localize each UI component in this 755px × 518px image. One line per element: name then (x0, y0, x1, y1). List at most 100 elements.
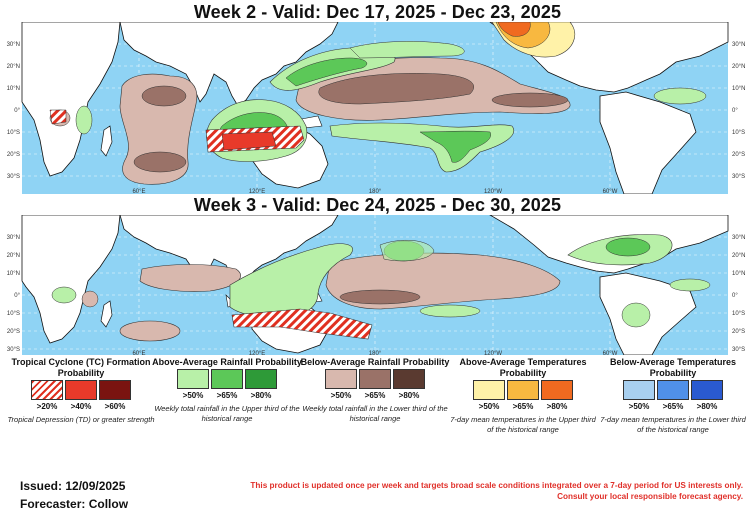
legend-below-rain-label: >50% (330, 391, 352, 400)
legend-below-temp-title: Below-Average Temperatures Probability (609, 357, 737, 378)
svg-text:30°N: 30°N (732, 235, 745, 241)
week2-map: 30°N 20°N 10°N 0° 10°S 20°S 30°S 30°N 20… (0, 22, 755, 194)
svg-text:30°N: 30°N (7, 42, 20, 48)
disclaimer-line-2: Consult your local responsible forecast … (557, 492, 743, 501)
legend-below-rain-swatch-50 (325, 369, 357, 389)
above-rain-caribbean-core (605, 237, 651, 257)
svg-text:120°W: 120°W (484, 351, 502, 357)
svg-text:30°N: 30°N (732, 42, 745, 48)
issued-date: Issued: 12/09/2025 (20, 479, 126, 493)
south-america-landmass (599, 91, 697, 194)
legend-below-rain-label: >65% (364, 391, 386, 400)
legend-below-rain-title: Below-Average Rainfall Probability (300, 357, 450, 367)
legend-below-temp-label: >80% (696, 402, 718, 411)
disclaimer-line-1: This product is updated once per week an… (250, 481, 743, 490)
svg-text:20°S: 20°S (732, 329, 745, 335)
below-rain-core-indian-south (133, 151, 187, 173)
svg-text:30°S: 30°S (732, 347, 745, 353)
above-rain-africa (51, 286, 77, 304)
legend-above-temp-note: 7-day mean temperatures in the Upper thi… (450, 415, 596, 434)
svg-text:60°W: 60°W (603, 189, 618, 195)
below-rain-indian-ocean (139, 264, 241, 292)
legend-below-temp-swatch-50 (623, 380, 655, 400)
svg-text:30°S: 30°S (7, 174, 20, 180)
svg-text:180°: 180° (369, 351, 382, 357)
madagascar-landmass (100, 300, 113, 328)
svg-text:0°: 0° (732, 293, 738, 299)
svg-text:60°E: 60°E (132, 189, 145, 195)
forecaster-name: Forecaster: Collow (20, 497, 129, 511)
legend-above-rain: Above-Average Rainfall Probability >50% … (152, 357, 302, 424)
svg-text:0°: 0° (732, 108, 738, 114)
africa-landmass (21, 22, 121, 177)
legend-tc-swatch-40 (65, 380, 97, 400)
asia-landmass (119, 22, 339, 107)
tc-hatch-africa (49, 109, 67, 125)
legend-below-rain-label: >80% (398, 391, 420, 400)
below-rain-core-indian-north (141, 85, 187, 107)
legend-above-rain-title: Above-Average Rainfall Probability (152, 357, 302, 367)
svg-text:20°N: 20°N (7, 253, 20, 259)
legend-tc-label: >40% (70, 402, 92, 411)
above-rain-brazil (621, 302, 651, 328)
legend-below-rain-swatch-65 (359, 369, 391, 389)
legend-below-rain-swatch-80 (393, 369, 425, 389)
legend-above-temp-title: Above-Average Temperatures Probability (459, 357, 587, 378)
legend-below-temp-swatch-65 (657, 380, 689, 400)
legend-above-temp-swatch-50 (473, 380, 505, 400)
africa-landmass (21, 215, 121, 344)
svg-text:0°: 0° (14, 108, 20, 114)
svg-text:30°S: 30°S (7, 347, 20, 353)
svg-text:20°S: 20°S (7, 329, 20, 335)
legend-tc-swatch-20 (31, 380, 63, 400)
svg-text:10°S: 10°S (732, 311, 745, 317)
legend-above-rain-swatch-65 (211, 369, 243, 389)
legend-below-temp-label: >65% (662, 402, 684, 411)
legend-above-rain-label: >65% (216, 391, 238, 400)
lat-labels-right: 30°N 20°N 10°N 0° 10°S 20°S 30°S (732, 235, 745, 353)
below-rain-south-indian (119, 320, 181, 342)
svg-text:120°W: 120°W (484, 189, 502, 195)
legend-above-temp-swatch-65 (507, 380, 539, 400)
legend-above-temp-swatch-80 (541, 380, 573, 400)
legend-above-temp-label: >80% (546, 402, 568, 411)
svg-text:20°S: 20°S (732, 152, 745, 158)
legend-below-temp-note: 7-day mean temperatures in the Lower thi… (600, 415, 746, 434)
svg-text:20°N: 20°N (732, 64, 745, 70)
legend-below-rain: Below-Average Rainfall Probability >50% … (300, 357, 450, 424)
svg-text:180°: 180° (369, 189, 382, 195)
legend-above-rain-swatch-80 (245, 369, 277, 389)
legend-tc-swatch-60 (99, 380, 131, 400)
legend-above-temp: Above-Average Temperatures Probability >… (448, 357, 598, 435)
legend-above-rain-label: >50% (182, 391, 204, 400)
lat-labels-right: 30°N 20°N 10°N 0° 10°S 20°S 30°S (732, 42, 745, 180)
svg-text:10°S: 10°S (7, 311, 20, 317)
legend-tc-label: >60% (104, 402, 126, 411)
above-rain-atlantic (653, 87, 707, 105)
legend-above-temp-label: >50% (478, 402, 500, 411)
week3-title: Week 3 - Valid: Dec 24, 2025 - Dec 30, 2… (193, 195, 562, 215)
legend-above-rain-note: Weekly total rainfall in the Upper third… (154, 404, 300, 423)
madagascar-landmass (100, 125, 113, 157)
week3-lon-labels: 60°E 120°E 180° 120°W 60°W (132, 351, 618, 357)
svg-text:20°N: 20°N (7, 64, 20, 70)
week2-title: Week 2 - Valid: Dec 17, 2025 - Dec 23, 2… (193, 2, 562, 22)
svg-text:60°E: 60°E (132, 351, 145, 357)
below-rain-pacific-core (339, 289, 421, 305)
svg-text:10°S: 10°S (732, 130, 745, 136)
legend-below-temp: Below-Average Temperatures Probability >… (598, 357, 748, 435)
week3-map: 30°N 20°N 10°N 0° 10°S 20°S 30°S 30°N 20… (0, 215, 755, 355)
above-rain-spcz (419, 304, 481, 318)
above-rain-africa (75, 105, 93, 135)
legend-tc-label: >20% (36, 402, 58, 411)
above-rain-west-pacific-core (285, 57, 368, 87)
svg-text:10°S: 10°S (7, 130, 20, 136)
svg-text:60°W: 60°W (603, 351, 618, 357)
svg-text:20°N: 20°N (732, 253, 745, 259)
svg-text:120°E: 120°E (249, 351, 265, 357)
lat-labels-left: 30°N 20°N 10°N 0° 10°S 20°S 30°S (7, 42, 21, 180)
above-rain-pacific-north (349, 41, 465, 59)
below-rain-core-east (491, 92, 569, 108)
above-temp-us-core (497, 22, 531, 37)
below-rain-pacific-core (318, 73, 474, 105)
